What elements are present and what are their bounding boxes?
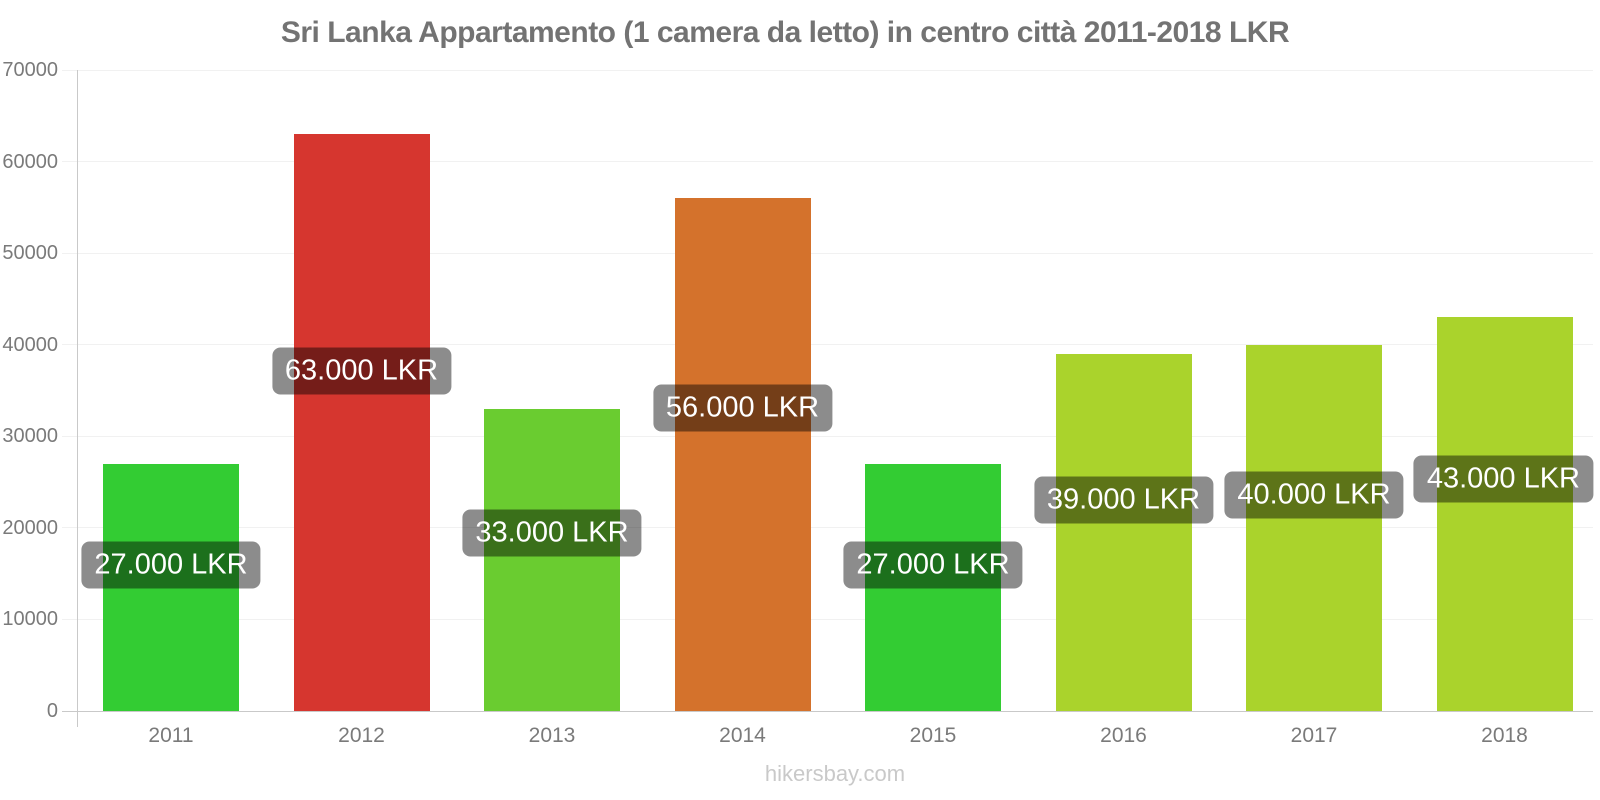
gridline: [62, 252, 1593, 254]
watermark: hikersbay.com: [764, 761, 906, 786]
y-tick-label: 20000: [2, 516, 58, 539]
x-tick-label: 2014: [719, 724, 766, 747]
y-tick-label: 40000: [2, 333, 58, 356]
gridline: [62, 69, 1593, 71]
bar-value-badge: 27.000 LKR: [843, 541, 1023, 589]
x-tick-label: 2017: [1290, 724, 1338, 747]
bar-value-badge: 39.000 LKR: [1033, 476, 1214, 524]
x-tick-label: 2015: [909, 724, 957, 747]
gridline: [62, 527, 1593, 529]
bar-2014: [674, 198, 811, 711]
bar-value-badge: 63.000 LKR: [271, 347, 452, 395]
x-tick-label: 2018: [1481, 724, 1528, 747]
y-tick-label: 50000: [2, 242, 58, 265]
bar-value-badge: 56.000 LKR: [652, 384, 833, 432]
x-tick-label: 2016: [1100, 724, 1147, 747]
x-axis-line: [62, 711, 1593, 712]
y-tick-label: 60000: [2, 150, 58, 173]
bar-2011: [103, 463, 239, 711]
bar-2015: [865, 463, 1001, 711]
bar-2016: [1055, 353, 1192, 711]
bar-2013: [484, 408, 620, 711]
y-axis-line: [77, 70, 78, 727]
y-tick-label: 70000: [2, 59, 58, 81]
y-tick-label: 30000: [2, 425, 58, 448]
y-tick-label: 10000: [2, 608, 58, 631]
gridline: [62, 435, 1593, 437]
bar-value-badge: 43.000 LKR: [1413, 455, 1593, 503]
gridline: [62, 618, 1593, 620]
bar-value-badge: 27.000 LKR: [81, 541, 261, 589]
gridline: [62, 344, 1593, 346]
y-tick-label: 0: [46, 700, 58, 722]
bar-2018: [1436, 317, 1573, 711]
x-tick-label: 2013: [528, 724, 576, 747]
bar-value-badge: 33.000 LKR: [462, 509, 642, 557]
x-tick-label: 2011: [148, 724, 194, 747]
chart-title: Sri Lanka Appartamento (1 camera da lett…: [280, 16, 1290, 49]
x-tick-label: 2012: [338, 724, 385, 747]
gridline: [62, 161, 1593, 163]
bar-2017: [1246, 344, 1382, 711]
bar-2012: [293, 134, 430, 711]
bar-value-badge: 40.000 LKR: [1224, 471, 1404, 519]
